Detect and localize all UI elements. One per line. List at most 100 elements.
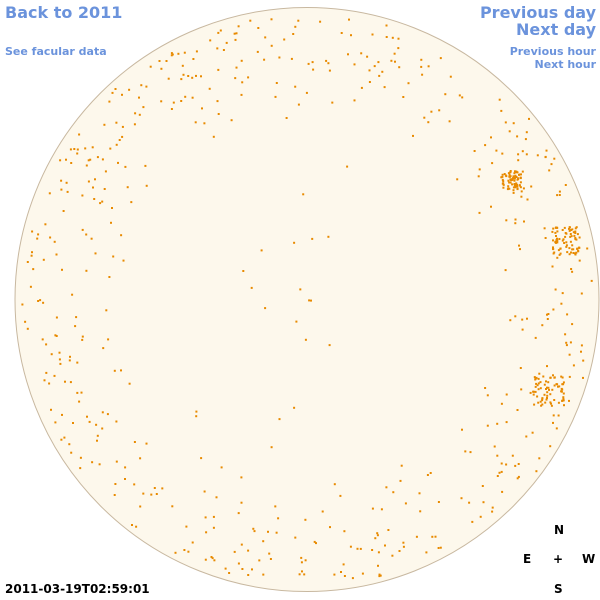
facula — [124, 466, 127, 469]
facula — [568, 353, 571, 356]
facula — [430, 110, 433, 113]
facula — [29, 285, 32, 288]
facula — [131, 524, 133, 526]
facula — [511, 183, 514, 186]
facula — [181, 64, 184, 67]
next-hour-link[interactable]: Next hour — [534, 58, 597, 71]
facula — [546, 313, 548, 316]
previous-hour-link[interactable]: Previous hour — [509, 45, 596, 58]
facula — [191, 96, 194, 99]
facula — [482, 501, 485, 504]
facula — [531, 431, 534, 434]
facula — [501, 152, 504, 155]
facula — [304, 559, 307, 562]
compass-north: N — [554, 523, 565, 537]
facula — [517, 475, 520, 478]
facula — [570, 268, 573, 270]
facula — [180, 78, 183, 81]
facula — [519, 181, 522, 184]
facula — [429, 472, 432, 474]
facula — [569, 233, 572, 235]
facula — [393, 52, 396, 55]
facula — [216, 47, 219, 50]
facula — [536, 154, 539, 157]
facula — [420, 58, 423, 61]
facula — [509, 171, 512, 174]
facula — [174, 551, 177, 554]
facula — [121, 93, 123, 96]
facula — [121, 125, 124, 128]
facula — [420, 65, 423, 68]
facula — [158, 60, 161, 62]
facula — [58, 351, 61, 354]
facula — [392, 491, 395, 494]
facula — [513, 172, 516, 175]
facula — [377, 61, 380, 64]
facula — [297, 103, 300, 106]
facula — [195, 410, 198, 413]
facula — [554, 288, 557, 291]
facula — [378, 573, 381, 576]
next-day-link[interactable]: Next day — [516, 20, 596, 39]
facula — [550, 404, 553, 407]
facula — [486, 424, 489, 427]
facula — [343, 530, 346, 533]
facula — [373, 65, 376, 68]
facula — [555, 235, 557, 237]
facula — [565, 244, 568, 247]
facula — [495, 149, 498, 152]
facula — [555, 238, 558, 241]
facula — [570, 235, 573, 238]
back-to-year-link[interactable]: Back to 2011 — [5, 3, 123, 22]
compass-center: + — [553, 552, 564, 566]
facula — [514, 218, 517, 221]
previous-day-link[interactable]: Previous day — [479, 3, 596, 22]
facula — [547, 381, 550, 384]
facula — [508, 130, 511, 133]
facula — [515, 176, 518, 178]
facula — [144, 164, 147, 167]
facula — [541, 324, 544, 327]
facula — [504, 269, 507, 272]
facula — [241, 81, 244, 84]
facula — [180, 100, 183, 102]
facula — [253, 530, 256, 533]
facula — [53, 240, 56, 243]
facula — [54, 421, 57, 424]
facula — [170, 52, 173, 55]
facula — [557, 401, 560, 404]
facula — [568, 226, 571, 229]
facula — [572, 252, 575, 254]
facula — [568, 247, 571, 250]
facula — [60, 438, 63, 441]
facula — [32, 268, 35, 271]
facula — [194, 121, 197, 124]
facula — [559, 252, 562, 255]
facula — [126, 186, 129, 189]
facula — [350, 34, 352, 37]
facula — [299, 288, 302, 291]
facula — [120, 369, 122, 372]
facular-data-link[interactable]: See facular data — [5, 45, 107, 58]
facula — [300, 561, 303, 564]
facula — [576, 233, 579, 236]
facula — [526, 317, 528, 320]
facula — [468, 501, 471, 504]
facula — [505, 175, 508, 178]
facula — [59, 362, 62, 365]
facula — [574, 252, 576, 255]
facula — [558, 385, 561, 388]
facula — [251, 568, 253, 571]
facula — [237, 512, 240, 515]
facula — [464, 450, 467, 453]
facula — [201, 107, 203, 110]
facula — [81, 338, 84, 341]
facula — [124, 478, 126, 480]
facula — [187, 75, 190, 77]
facula — [50, 408, 52, 411]
facula — [427, 121, 430, 124]
facula — [237, 25, 240, 28]
facula — [514, 315, 517, 318]
facula — [541, 397, 544, 400]
facula — [138, 96, 140, 99]
